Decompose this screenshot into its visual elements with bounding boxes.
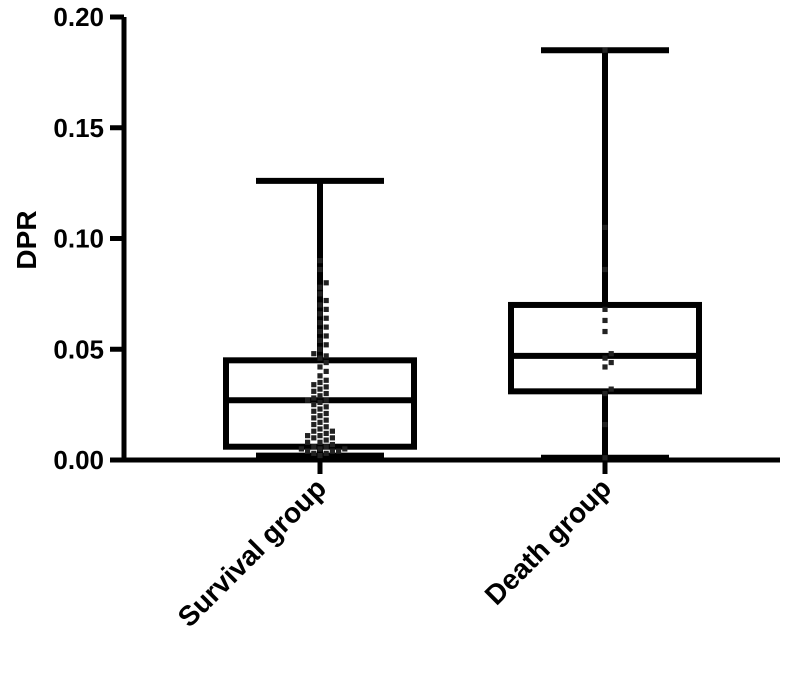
data-point [329, 448, 335, 454]
data-point [317, 386, 323, 392]
data-point [323, 417, 329, 423]
data-point [317, 433, 323, 439]
data-point [336, 448, 342, 454]
data-point [311, 421, 317, 428]
data-point [317, 373, 323, 379]
data-point [323, 444, 329, 450]
data-point [602, 224, 608, 231]
y-tick-label: 0.20 [53, 2, 104, 32]
data-point [323, 342, 329, 348]
data-point [602, 328, 608, 335]
data-point [602, 317, 608, 324]
data-point [323, 404, 329, 410]
data-point [317, 284, 323, 290]
x-category-label: Death group [479, 472, 618, 611]
data-point [305, 448, 311, 454]
data-point [317, 439, 323, 445]
data-point [608, 351, 614, 357]
data-point [323, 333, 329, 339]
data-point [317, 393, 323, 399]
data-point [323, 306, 329, 312]
y-tick-label: 0.15 [53, 113, 104, 143]
data-point [317, 337, 323, 343]
data-point [323, 430, 329, 437]
data-point [311, 395, 317, 401]
data-point [305, 433, 311, 439]
data-point [317, 258, 323, 264]
y-tick-label: 0.10 [53, 224, 104, 254]
data-point [317, 413, 323, 419]
data-point [323, 280, 329, 286]
data-point [608, 359, 614, 366]
data-point [317, 328, 323, 335]
data-point [602, 266, 608, 273]
data-point [323, 297, 329, 304]
data-point [311, 435, 317, 441]
x-category-label: Survival group [172, 472, 333, 633]
data-point [323, 324, 329, 330]
y-tick-label: 0.00 [53, 445, 104, 475]
data-point [317, 399, 323, 406]
data-point [317, 302, 323, 308]
data-point [311, 444, 317, 450]
data-point [317, 446, 323, 452]
data-point [329, 435, 335, 441]
data-point [311, 415, 317, 421]
data-point [602, 364, 608, 370]
data-point [305, 397, 311, 403]
data-point [323, 353, 329, 359]
y-axis-label: DPR [11, 210, 42, 269]
data-point [317, 346, 323, 352]
data-point [329, 441, 335, 448]
data-point [317, 419, 323, 425]
data-point [323, 315, 329, 321]
data-point [323, 437, 329, 443]
data-point [317, 266, 323, 273]
data-point [602, 355, 608, 361]
data-point [602, 306, 608, 312]
data-point [317, 379, 323, 386]
data-point [323, 397, 329, 403]
data-point [602, 421, 608, 428]
data-point [342, 446, 348, 452]
data-point [602, 390, 608, 397]
plot-area: 0.00 0.05 0.10 0.15 0.20 Survival group Death … [53, 2, 780, 633]
data-point [323, 390, 329, 397]
data-point [311, 382, 317, 388]
data-point [305, 439, 311, 445]
data-point [317, 426, 323, 432]
data-point [329, 428, 335, 434]
data-point [311, 402, 317, 408]
data-point [317, 320, 323, 326]
data-point [608, 386, 614, 392]
data-point [311, 428, 317, 434]
y-tick-label: 0.05 [53, 334, 104, 364]
data-point [602, 455, 608, 461]
data-point [317, 364, 323, 370]
data-point [323, 384, 329, 390]
data-point [311, 450, 317, 456]
data-point [317, 311, 323, 317]
data-point [317, 452, 323, 459]
data-point [311, 388, 317, 394]
data-point [323, 450, 329, 456]
data-point [317, 406, 323, 412]
data-point [323, 377, 329, 383]
data-point [311, 408, 317, 414]
data-point [602, 47, 608, 53]
data-point [311, 351, 317, 357]
data-point [317, 291, 323, 297]
data-point [323, 424, 329, 430]
data-point [323, 359, 329, 366]
data-point [323, 410, 329, 417]
data-point [317, 355, 323, 361]
data-point [323, 368, 329, 374]
data-point [298, 446, 304, 452]
